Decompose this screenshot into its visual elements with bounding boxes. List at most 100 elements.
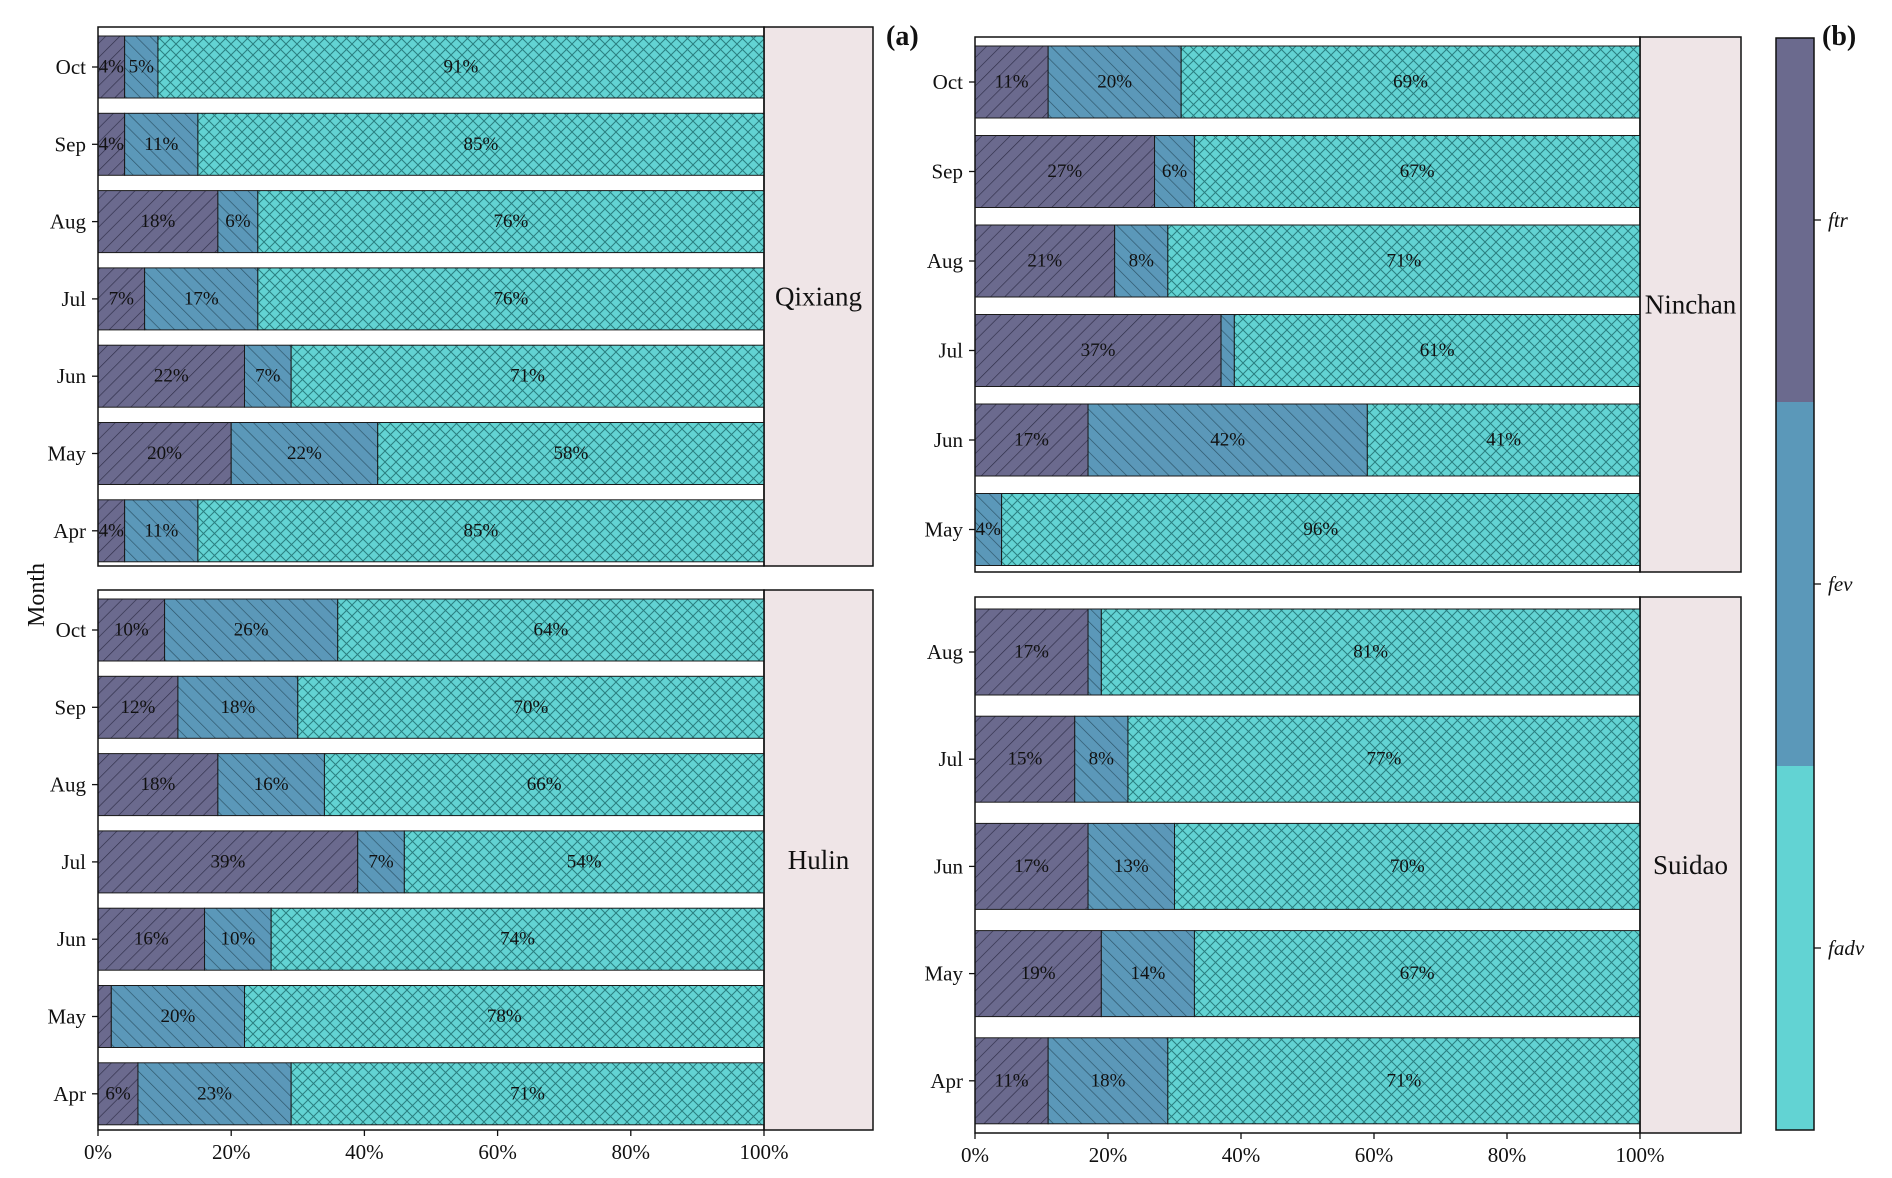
panel-hulin: Hulin 10% 26% 64% Oct 12% 18% 70% Sep 18% 16% 66% Au… bbox=[48, 589, 874, 1164]
bar-segment-fev bbox=[357, 830, 405, 894]
x-tick-label: 40% bbox=[345, 1140, 384, 1164]
panel-label-a: (a) bbox=[886, 21, 919, 52]
site-label: Hulin bbox=[788, 845, 850, 875]
data-label: 37% bbox=[1081, 340, 1116, 361]
data-label: 18% bbox=[220, 697, 255, 718]
data-label: 69% bbox=[1393, 72, 1428, 93]
bar-row: 15% 8% 77% bbox=[974, 715, 1641, 803]
data-label: 16% bbox=[134, 929, 169, 950]
data-label: 20% bbox=[147, 443, 182, 464]
bar-segment-fadv bbox=[257, 190, 765, 254]
bar-segment-fadv bbox=[1001, 493, 1641, 566]
bar-segment-fadv bbox=[1167, 1037, 1641, 1125]
bar-segment-fadv bbox=[1193, 930, 1641, 1018]
x-tick-label: 100% bbox=[740, 1140, 789, 1164]
site-strip bbox=[763, 589, 874, 1131]
y-axis-label: Month bbox=[24, 563, 50, 627]
bar-segment-ftr bbox=[97, 985, 112, 1048]
data-label: 17% bbox=[1014, 430, 1049, 451]
month-tick-label: Apr bbox=[930, 1069, 963, 1093]
data-label: 77% bbox=[1367, 749, 1402, 770]
bar-segment-fadv bbox=[257, 267, 765, 331]
data-label: 58% bbox=[553, 443, 588, 464]
month-tick-label: Oct bbox=[56, 55, 86, 79]
x-tick-label: 20% bbox=[212, 1140, 251, 1164]
bar-segment-fadv bbox=[1180, 45, 1641, 119]
data-label: 41% bbox=[1486, 430, 1521, 451]
data-label: 27% bbox=[1047, 161, 1082, 182]
data-label: 22% bbox=[287, 443, 322, 464]
x-tick-label: 0% bbox=[84, 1140, 112, 1164]
bar-row: 17% 13% 70% bbox=[974, 822, 1641, 910]
data-label: 67% bbox=[1400, 963, 1435, 984]
data-label: 21% bbox=[1027, 251, 1062, 272]
data-label: 11% bbox=[144, 520, 178, 541]
data-label: 85% bbox=[464, 134, 499, 155]
month-tick-label: May bbox=[925, 962, 964, 986]
panel-ninchan: Ninchan 11% 20% 69% Oct 27% 6% 67% Sep 21% 8% 71% Au… bbox=[925, 36, 1742, 573]
bar-row: 11% 18% 71% bbox=[974, 1037, 1641, 1125]
bar-row: 4% 96% bbox=[974, 493, 1641, 566]
data-label: 14% bbox=[1130, 963, 1165, 984]
month-tick-label: Apr bbox=[53, 519, 86, 543]
legend-swatch-fev bbox=[1776, 402, 1814, 766]
bar-segment-ftr bbox=[97, 753, 219, 817]
data-label: 4% bbox=[976, 519, 1002, 540]
x-tick-label: 60% bbox=[478, 1140, 517, 1164]
bar-segment-fadv bbox=[157, 35, 765, 99]
bar-row: 16% 10% 74% bbox=[97, 907, 765, 971]
legend-swatch-fadv bbox=[1776, 766, 1814, 1130]
bar-row: 17% 81% bbox=[974, 608, 1641, 696]
bar-segment-fev bbox=[124, 35, 159, 99]
data-label: 7% bbox=[255, 366, 281, 387]
bar-row: 18% 16% 66% bbox=[97, 753, 765, 817]
bar-segment-fev bbox=[1154, 135, 1195, 208]
data-label: 7% bbox=[109, 288, 135, 309]
bar-segment-ftr bbox=[97, 830, 359, 894]
panel-suidao: Suidao 17% 81% Aug 15% 8% 77% Jul 17% 13% 70% Jun 19… bbox=[925, 596, 1742, 1167]
site-label: Qixiang bbox=[775, 282, 862, 312]
data-label: 17% bbox=[1014, 642, 1049, 663]
bar-segment-fev bbox=[217, 190, 259, 254]
data-label: 26% bbox=[234, 620, 269, 641]
bar-segment-ftr bbox=[97, 598, 166, 662]
data-label: 67% bbox=[1400, 161, 1435, 182]
month-tick-label: May bbox=[925, 518, 964, 542]
legend-frame bbox=[1775, 37, 1815, 1131]
month-tick-label: Aug bbox=[50, 773, 87, 797]
bar-row: 10% 26% 64% bbox=[97, 598, 765, 662]
bar-segment-fadv bbox=[337, 598, 765, 662]
bar-segment-fadv bbox=[290, 344, 765, 408]
x-tick-label: 40% bbox=[1222, 1143, 1261, 1167]
bar-row: 27% 6% 67% bbox=[974, 135, 1641, 208]
bar-row: 21% 8% 71% bbox=[974, 224, 1641, 298]
data-label: 11% bbox=[995, 72, 1029, 93]
bar-segment-fadv bbox=[1174, 822, 1641, 910]
legend-label-fev: fev bbox=[1828, 572, 1853, 596]
bar-segment-fev bbox=[1047, 1037, 1169, 1125]
bar-segment-fadv bbox=[1193, 135, 1641, 208]
month-tick-label: Jul bbox=[938, 339, 963, 363]
data-label: 10% bbox=[220, 929, 255, 950]
data-label: 13% bbox=[1114, 856, 1149, 877]
bar-segment-ftr bbox=[97, 422, 232, 485]
data-label: 91% bbox=[444, 57, 479, 78]
x-tick-label: 0% bbox=[961, 1143, 989, 1167]
data-label: 8% bbox=[1089, 749, 1115, 770]
bar-row: 22% 7% 71% bbox=[97, 344, 765, 408]
bar-segment-fev bbox=[1087, 608, 1102, 696]
bar-row: 6% 23% 71% bbox=[97, 1062, 765, 1126]
month-tick-label: Jun bbox=[57, 927, 87, 951]
data-label: 6% bbox=[105, 1083, 131, 1104]
data-label: 11% bbox=[995, 1070, 1029, 1091]
bar-row: 20% 78% bbox=[97, 985, 765, 1048]
legend-label-fadv: fadv bbox=[1828, 936, 1865, 960]
bar-segment-fadv bbox=[270, 907, 765, 971]
bar-segment-fadv bbox=[1167, 224, 1641, 298]
bar-segment-ftr bbox=[97, 907, 206, 971]
bar-segment-ftr bbox=[97, 35, 126, 99]
bar-segment-fev bbox=[177, 675, 299, 739]
data-label: 23% bbox=[197, 1083, 232, 1104]
data-label: 17% bbox=[1014, 856, 1049, 877]
